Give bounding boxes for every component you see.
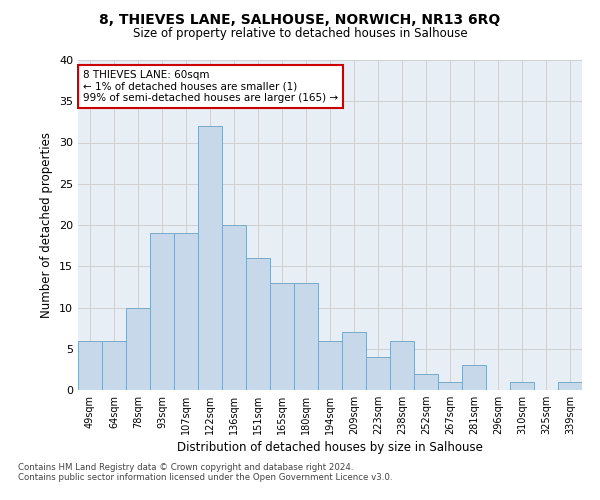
Text: 8 THIEVES LANE: 60sqm
← 1% of detached houses are smaller (1)
99% of semi-detach: 8 THIEVES LANE: 60sqm ← 1% of detached h… — [83, 70, 338, 103]
Bar — [78, 340, 102, 390]
Bar — [510, 382, 534, 390]
Bar — [222, 225, 246, 390]
X-axis label: Distribution of detached houses by size in Salhouse: Distribution of detached houses by size … — [177, 442, 483, 454]
Bar — [294, 283, 318, 390]
Bar — [150, 233, 174, 390]
Text: Contains HM Land Registry data © Crown copyright and database right 2024.: Contains HM Land Registry data © Crown c… — [18, 462, 353, 471]
Bar — [462, 365, 486, 390]
Bar — [270, 283, 294, 390]
Text: Contains public sector information licensed under the Open Government Licence v3: Contains public sector information licen… — [18, 472, 392, 482]
Y-axis label: Number of detached properties: Number of detached properties — [40, 132, 53, 318]
Bar — [558, 382, 582, 390]
Bar — [366, 357, 390, 390]
Text: Size of property relative to detached houses in Salhouse: Size of property relative to detached ho… — [133, 28, 467, 40]
Bar — [102, 340, 126, 390]
Bar — [318, 340, 342, 390]
Bar — [174, 233, 198, 390]
Bar — [342, 332, 366, 390]
Bar — [414, 374, 438, 390]
Bar — [390, 340, 414, 390]
Bar — [438, 382, 462, 390]
Bar — [246, 258, 270, 390]
Text: 8, THIEVES LANE, SALHOUSE, NORWICH, NR13 6RQ: 8, THIEVES LANE, SALHOUSE, NORWICH, NR13… — [100, 12, 500, 26]
Bar — [198, 126, 222, 390]
Bar — [126, 308, 150, 390]
